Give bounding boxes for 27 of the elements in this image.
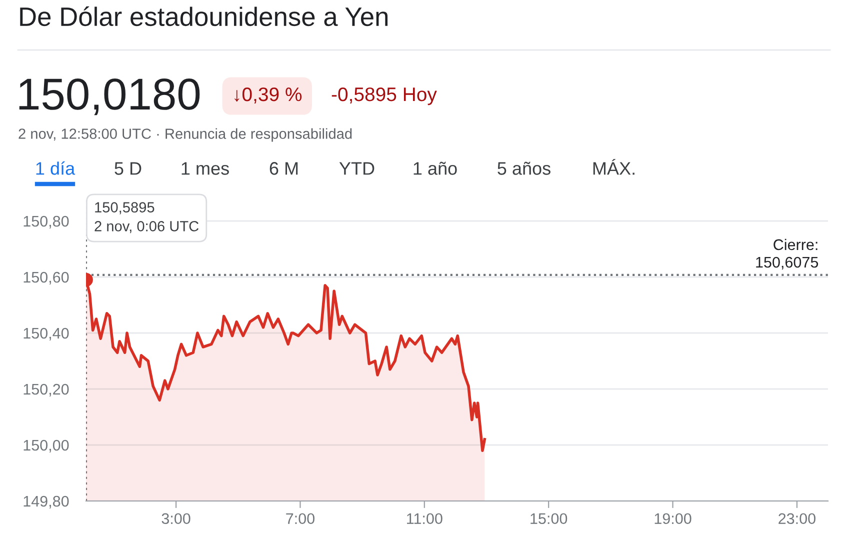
y-tick-label: 150,60 — [24, 272, 69, 284]
y-tick-label: 150,20 — [24, 384, 69, 396]
text: -0,5895 Hoy — [332, 87, 437, 106]
text: MÁX. — [593, 159, 634, 175]
text: 1 mes — [182, 162, 229, 175]
ref-line-label: Cierre: 150,6075 — [756, 238, 818, 270]
text: 5 años — [498, 162, 550, 175]
chart-title: De Dólar estadounidense a Yen — [20, 6, 388, 26]
x-tick-label: 11:00 — [407, 513, 442, 524]
annotation: 150,5895 2 nov, 0:06 UTC — [94, 202, 199, 234]
text: 1 día — [36, 161, 76, 175]
x-tick-label: 3:00 — [162, 513, 190, 524]
text: 5 D — [114, 162, 142, 175]
text: 1 año — [414, 162, 457, 175]
y-tick-label: 150,40 — [24, 328, 69, 340]
x-tick-label: 19:00 — [654, 513, 692, 524]
text: 6 M — [270, 162, 298, 175]
x-tick-label: 7:00 — [286, 513, 314, 524]
y-tick-label: 150,00 — [24, 440, 69, 452]
text: YTD — [339, 162, 374, 175]
y-tick-label: 150,80 — [24, 216, 69, 228]
text: 2 nov, 12:58:00 UTC · Renuncia de responsabilidad — [18, 128, 352, 142]
y-tick-label: 149,80 — [24, 496, 69, 508]
text: ↓0,39 % — [234, 87, 302, 104]
x-tick-label: 15:00 — [530, 513, 568, 524]
x-tick-label: 23:00 — [778, 513, 816, 524]
text: 150,0180 — [19, 78, 200, 116]
